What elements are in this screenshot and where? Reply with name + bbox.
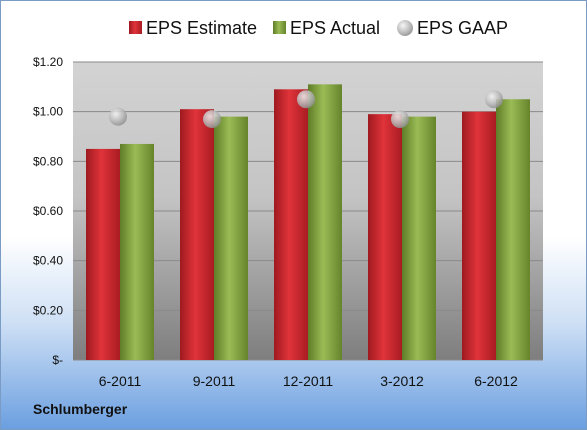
- bar-eps-estimate: [274, 89, 308, 361]
- legend: EPS Estimate EPS Actual EPS GAAP: [129, 18, 508, 38]
- marker-eps-gaap: [391, 110, 409, 129]
- x-category-label: 6-2011: [99, 373, 142, 389]
- x-category-label: 9-2011: [193, 373, 236, 389]
- bar-eps-estimate: [86, 148, 120, 360]
- bar-eps-actual: [214, 116, 248, 360]
- bars: [86, 84, 530, 361]
- y-tick-label: $1.20: [33, 55, 63, 69]
- y-tick-label: $0.20: [33, 303, 63, 317]
- y-tick-label: $1.00: [33, 105, 63, 119]
- bar-eps-actual: [496, 99, 530, 360]
- y-tick-label: $0.60: [33, 204, 63, 218]
- bar-eps-actual: [308, 84, 342, 360]
- gaap-markers: [109, 90, 503, 129]
- x-category-label: 3-2012: [380, 373, 424, 389]
- x-category-label: 6-2012: [474, 373, 518, 389]
- legend-label-gaap: EPS GAAP: [417, 18, 508, 38]
- bar-eps-estimate: [180, 109, 214, 360]
- y-axis-tick-labels: $- $0.20 $0.40 $0.60 $0.80 $1.00 $1.20: [33, 55, 63, 367]
- legend-label-actual: EPS Actual: [290, 18, 380, 38]
- x-axis-category-labels: 6-2011 9-2011 12-2011 3-2012 6-2012: [99, 373, 518, 389]
- bar-eps-actual: [402, 116, 436, 360]
- legend-swatch-estimate: [129, 21, 142, 34]
- y-tick-label: $0.40: [33, 254, 63, 268]
- company-name: Schlumberger: [33, 401, 128, 417]
- marker-eps-gaap: [297, 90, 315, 109]
- bar-eps-actual: [120, 143, 154, 360]
- marker-eps-gaap: [109, 107, 127, 126]
- marker-eps-gaap: [485, 90, 503, 109]
- legend-swatch-actual: [273, 21, 286, 34]
- y-tick-label: $-: [52, 353, 63, 367]
- y-tick-label: $0.80: [33, 154, 63, 168]
- x-category-label: 12-2011: [283, 373, 334, 389]
- marker-eps-gaap: [203, 110, 221, 129]
- legend-label-estimate: EPS Estimate: [146, 18, 257, 38]
- bar-eps-estimate: [368, 114, 402, 361]
- legend-swatch-gaap: [397, 20, 413, 36]
- bar-eps-estimate: [462, 111, 496, 361]
